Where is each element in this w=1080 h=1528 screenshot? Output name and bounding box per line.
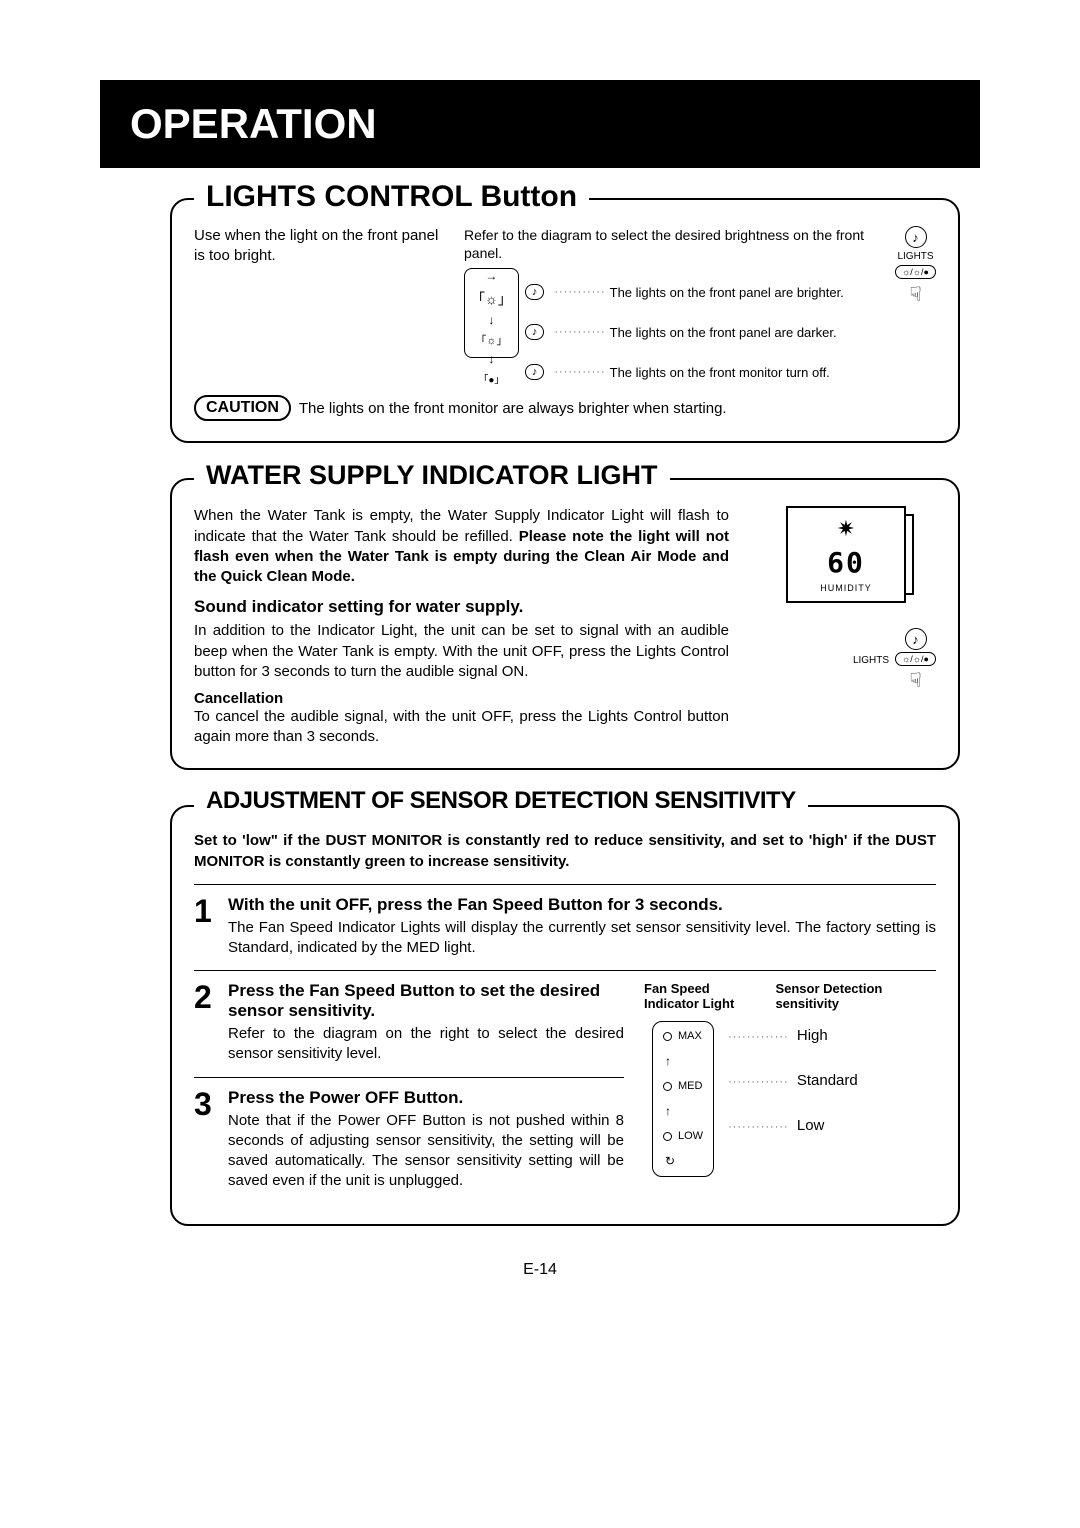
- indicator-circle-icon: [663, 1132, 672, 1141]
- hand-press-icon: ☟: [909, 282, 921, 307]
- lights-button-label: LIGHTS: [897, 251, 933, 262]
- caution-text: The lights on the front monitor are alwa…: [299, 400, 727, 417]
- level-descriptions: ♪···········The lights on the front pane…: [525, 268, 844, 380]
- water-p1: When the Water Tank is empty, the Water …: [194, 506, 729, 587]
- step-2-text: Refer to the diagram on the right to sel…: [228, 1024, 624, 1065]
- arrow-loop-icon: ↻: [665, 1154, 675, 1168]
- sensor-section: ADJUSTMENT OF SENSOR DETECTION SENSITIVI…: [170, 805, 960, 1226]
- humidity-display: ✷ 60 HUMIDITY: [786, 506, 906, 603]
- indicator-circle-icon: [663, 1082, 672, 1091]
- dot-off-icon: 「●」: [478, 371, 504, 386]
- step-1-number: 1: [194, 895, 220, 959]
- arrow-down-icon: ↓: [488, 356, 494, 363]
- humidity-value: 60: [827, 546, 865, 579]
- lights-button-label: LIGHTS: [853, 655, 889, 666]
- step-3-title: Press the Power OFF Button.: [228, 1088, 624, 1108]
- star-icon: ✷: [837, 516, 855, 542]
- cancel-text: To cancel the audible signal, with the u…: [194, 707, 729, 748]
- note-icon: ♪: [905, 628, 927, 650]
- step-1-title: With the unit OFF, press the Fan Speed B…: [228, 895, 936, 915]
- sensor-indicator-box: MAX ↑ MED ↑ LOW ↻: [652, 1021, 714, 1177]
- note-icon: ♪: [525, 364, 545, 380]
- low-label: LOW: [678, 1130, 703, 1142]
- cancel-head: Cancellation: [194, 690, 729, 707]
- humidity-label: HUMIDITY: [820, 583, 872, 593]
- standard-label: Standard: [797, 1072, 858, 1089]
- step-2-title: Press the Fan Speed Button to set the de…: [228, 981, 624, 1021]
- caution-badge: CAUTION: [194, 395, 291, 421]
- water-title: WATER SUPPLY INDICATOR LIGHT: [194, 460, 670, 491]
- sun-dim-icon: 「☼」: [475, 332, 507, 348]
- arrow-up-icon: ↑: [665, 1054, 671, 1068]
- arrow-down-icon: ↓: [488, 317, 494, 324]
- lights-button-illustration: LIGHTS ♪ ☼/☼/● ☟: [756, 628, 936, 693]
- level3-text: The lights on the front monitor turn off…: [610, 365, 830, 380]
- lights-use-text: Use when the light on the front panel is…: [194, 226, 444, 380]
- low-sens-label: Low: [797, 1117, 825, 1134]
- note-icon: ♪: [525, 284, 545, 300]
- col1-header: Fan Speed Indicator Light: [644, 981, 745, 1011]
- hand-press-icon: ☟: [909, 668, 921, 693]
- arrow-down-icon: →: [485, 273, 497, 280]
- high-label: High: [797, 1027, 828, 1044]
- page-header: OPERATION: [100, 80, 980, 168]
- sensor-intro: Set to 'low" if the DUST MONITOR is cons…: [194, 830, 936, 872]
- water-sub1: Sound indicator setting for water supply…: [194, 597, 729, 617]
- water-p2: In addition to the Indicator Light, the …: [194, 621, 729, 682]
- water-supply-section: WATER SUPPLY INDICATOR LIGHT When the Wa…: [170, 478, 960, 769]
- col2-header: Sensor Detection sensitivity: [775, 981, 936, 1011]
- step-3-number: 3: [194, 1088, 220, 1192]
- level1-text: The lights on the front panel are bright…: [610, 285, 844, 300]
- indicator-circle-icon: [663, 1032, 672, 1041]
- lights-button-icon: ☼/☼/●: [895, 265, 936, 279]
- arrow-up-icon: ↑: [665, 1104, 671, 1118]
- step-2-number: 2: [194, 981, 220, 1065]
- step-3-text: Note that if the Power OFF Button is not…: [228, 1111, 624, 1192]
- note-icon: ♪: [525, 324, 545, 340]
- lights-button-icon: ☼/☼/●: [895, 652, 936, 666]
- lights-control-section: LIGHTS CONTROL Button Use when the light…: [170, 198, 960, 443]
- sensor-title: ADJUSTMENT OF SENSOR DETECTION SENSITIVI…: [194, 787, 808, 815]
- lights-title: LIGHTS CONTROL Button: [194, 180, 589, 214]
- note-icon: ♪: [905, 226, 927, 248]
- brightness-level-column: → 「☼」 ↓ 「☼」 ↓ 「●」: [464, 268, 519, 358]
- page-footer: E-14: [0, 1261, 1080, 1279]
- max-label: MAX: [678, 1030, 702, 1042]
- sun-bright-icon: 「☼」: [471, 289, 512, 309]
- med-label: MED: [678, 1080, 702, 1092]
- step-1-text: The Fan Speed Indicator Lights will disp…: [228, 918, 936, 959]
- level2-text: The lights on the front panel are darker…: [610, 325, 837, 340]
- lights-button-illustration: ♪ LIGHTS ☼/☼/● ☟: [895, 226, 936, 307]
- lights-refer-text: Refer to the diagram to select the desir…: [464, 226, 875, 262]
